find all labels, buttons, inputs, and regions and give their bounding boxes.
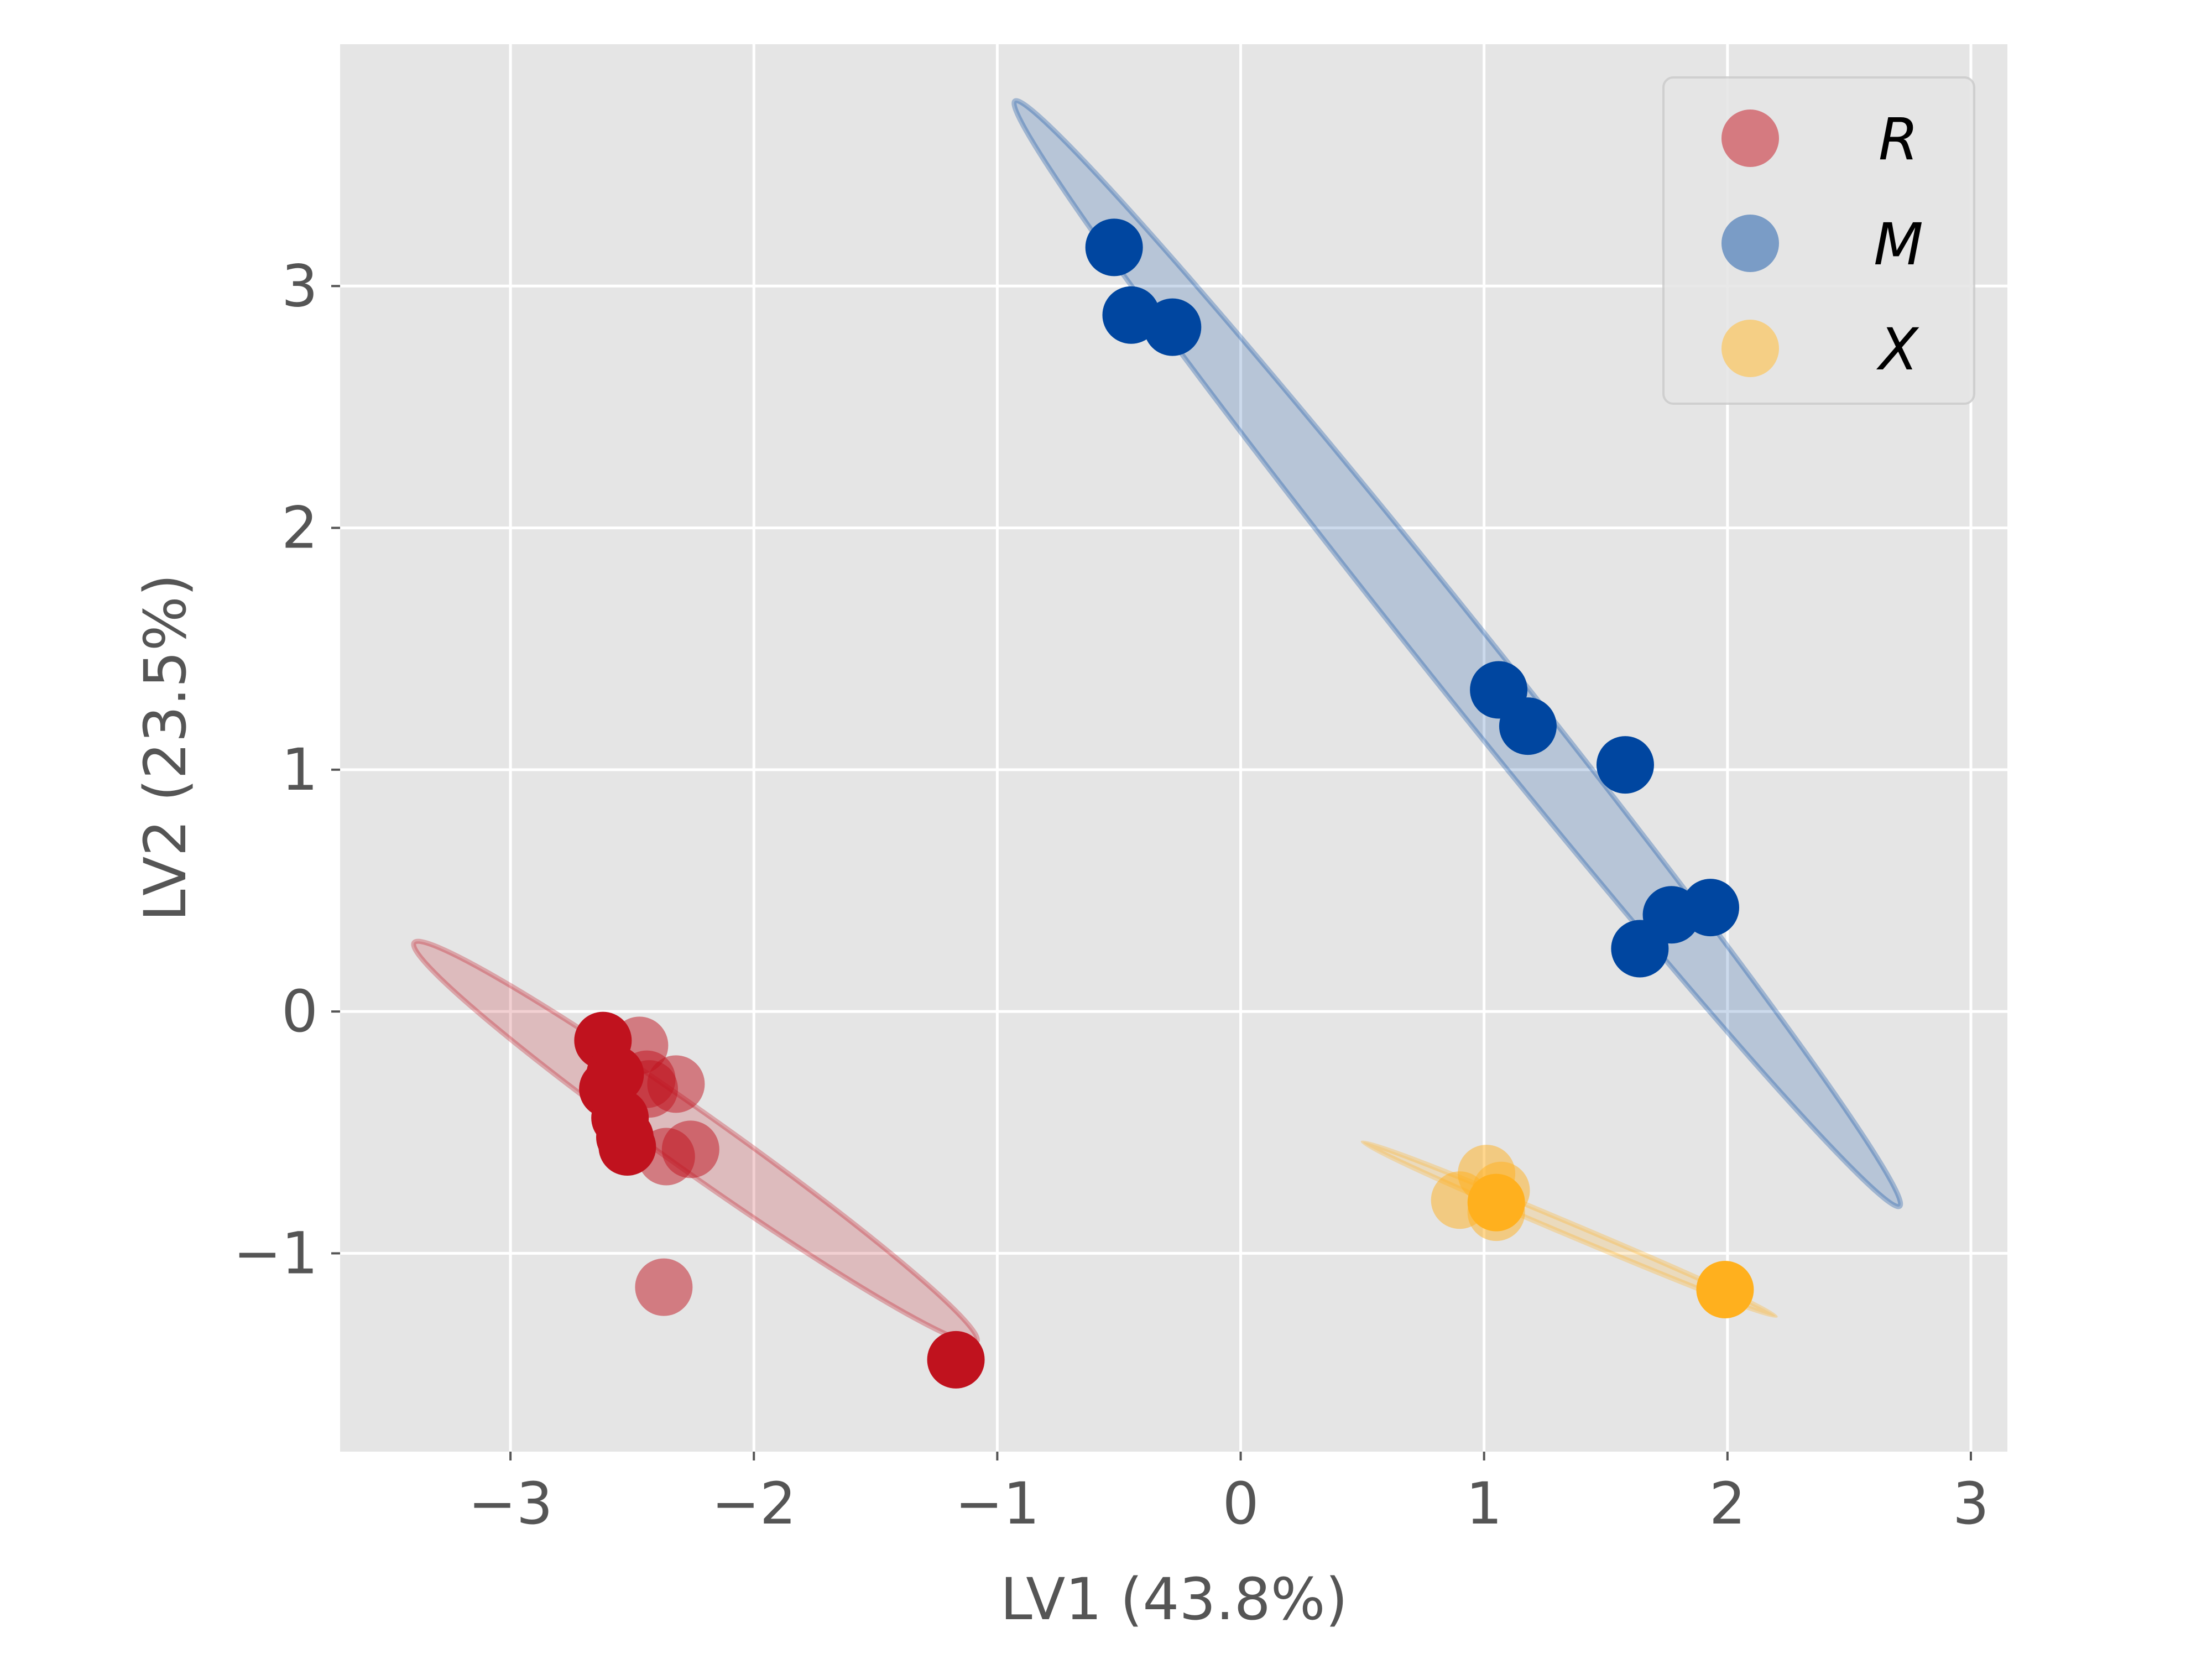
data-points — [574, 218, 1754, 1389]
x-tick-label: −2 — [712, 1470, 796, 1537]
grid-lines — [340, 44, 2007, 1452]
x-tick-label: 3 — [1953, 1470, 1989, 1537]
legend-label-m: M — [1874, 211, 1923, 278]
point-m — [1682, 879, 1740, 937]
y-tick-label: −1 — [233, 1219, 318, 1287]
legend-label-r: R — [1879, 106, 1918, 173]
legend-marker-m — [1721, 215, 1779, 272]
x-axis-label: LV1 (43.8%) — [1000, 1566, 1348, 1633]
point-m — [1611, 920, 1669, 978]
axis-ticks: −3 −2 −1 0 1 2 3 −1 0 1 2 3 — [233, 252, 1989, 1537]
legend-box — [1662, 76, 1975, 405]
legend-marker-x — [1721, 320, 1779, 377]
y-tick-label: 3 — [281, 252, 318, 320]
x-tick-label: −1 — [955, 1470, 1040, 1537]
y-axis-label: LV2 (23.5%) — [132, 574, 199, 921]
point-m — [1596, 736, 1654, 794]
point-m — [1144, 298, 1202, 356]
point-r — [927, 1331, 985, 1389]
point-x — [1696, 1261, 1754, 1319]
point-m — [1085, 218, 1143, 276]
point-faded-r — [635, 1258, 693, 1316]
y-tick-label: 2 — [281, 494, 318, 562]
legend-marker-r — [1721, 109, 1779, 167]
x-tick-label: −3 — [468, 1470, 552, 1537]
point-m — [1499, 697, 1557, 755]
x-tick-label: 0 — [1222, 1470, 1259, 1537]
point-r — [598, 1118, 656, 1176]
x-tick-label: 2 — [1709, 1470, 1746, 1537]
y-tick-label: 1 — [281, 736, 318, 804]
x-tick-label: 1 — [1466, 1470, 1503, 1537]
legend-label-x: X — [1876, 316, 1919, 383]
point-x — [1467, 1173, 1525, 1232]
y-tick-label: 0 — [281, 978, 318, 1045]
legend: RMX — [1662, 76, 1975, 405]
